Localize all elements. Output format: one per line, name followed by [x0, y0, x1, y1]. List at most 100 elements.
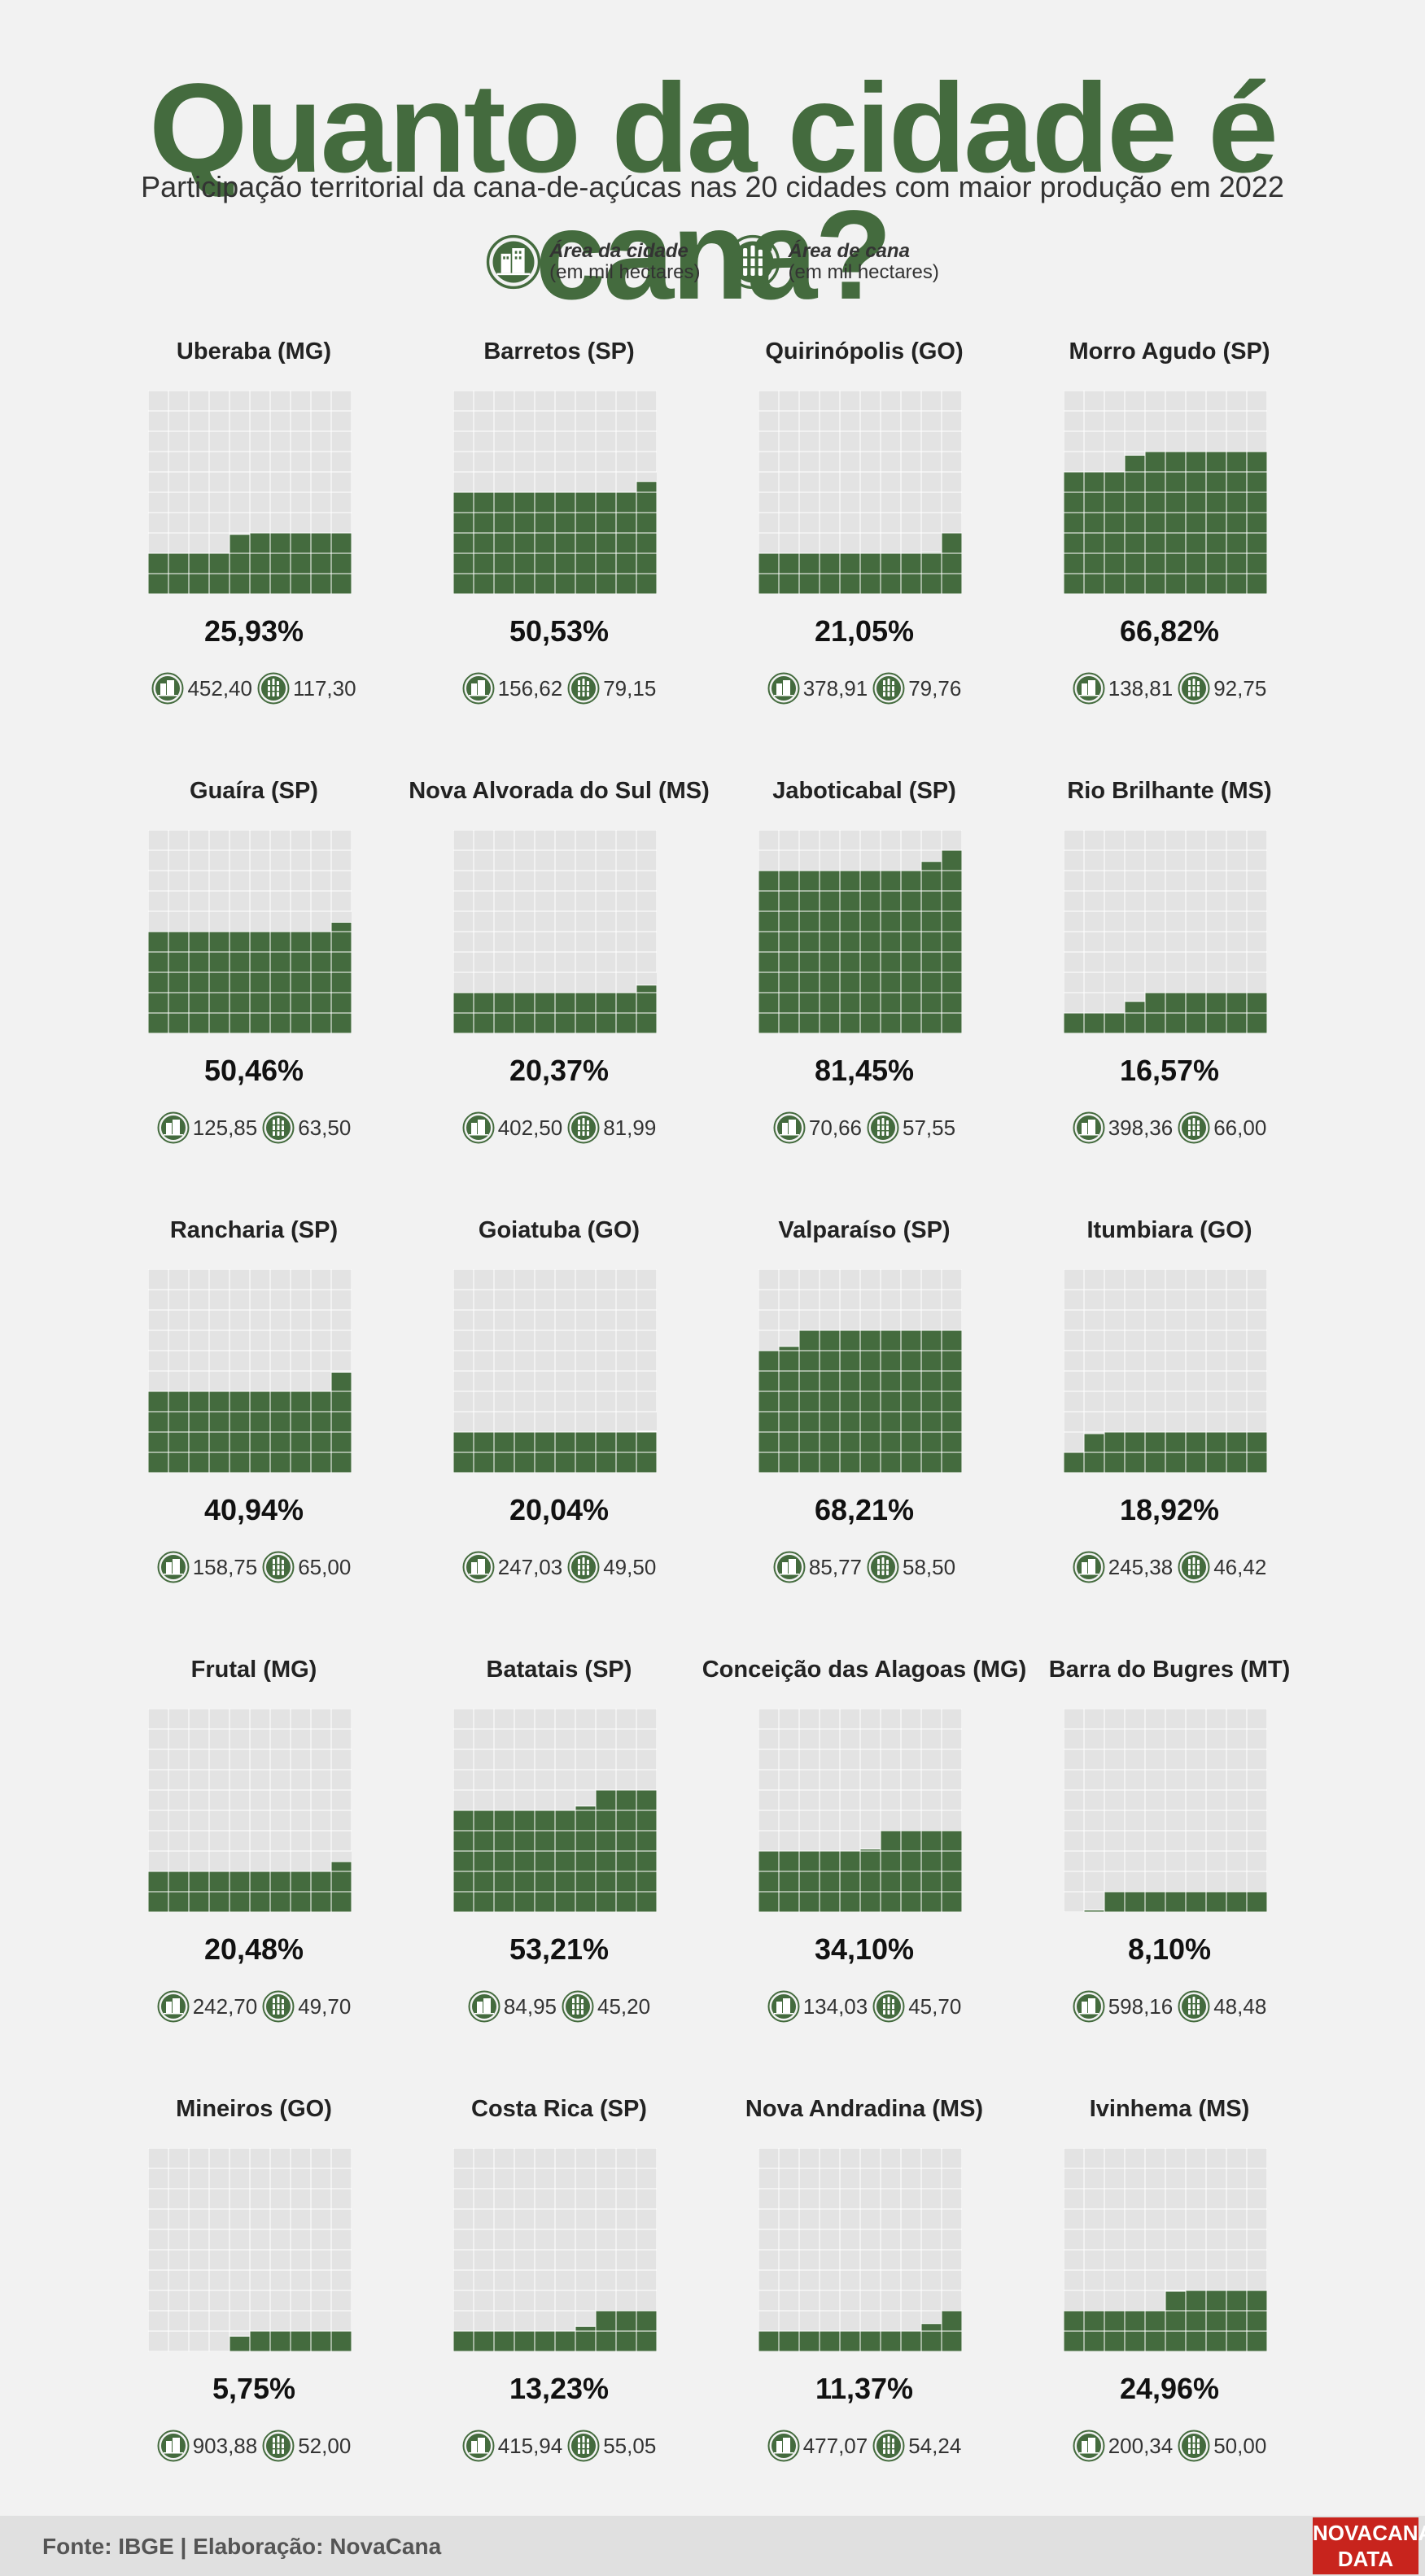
city-building-icon: [1073, 1551, 1105, 1583]
city-building-icon: [157, 1990, 190, 2023]
waffle-cell: [798, 552, 820, 574]
cane-area-value: 92,75: [1178, 672, 1266, 705]
waffle-cell: [798, 1431, 820, 1453]
waffle-cell: [554, 1012, 576, 1033]
sugarcane-icon: [1178, 1111, 1210, 1144]
waffle-cell: [269, 1012, 291, 1033]
waffle-cell: [819, 890, 841, 912]
waffle-cell: [168, 1411, 190, 1433]
sugarcane-icon: [257, 672, 290, 705]
waffle-cell: [514, 1431, 535, 1453]
waffle-cell: [188, 971, 210, 993]
sugarcane-icon: [262, 1990, 295, 2023]
waffle-cell: [1083, 1012, 1105, 1033]
waffle-cell: [819, 1891, 841, 1912]
waffle-cell: [900, 992, 922, 1014]
waffle-cell: [249, 532, 271, 554]
waffle-cell: [148, 1452, 169, 1473]
waffle-cell: [920, 910, 942, 932]
waffle-cell: [941, 1431, 962, 1453]
cane-area-value: 49,50: [567, 1551, 656, 1583]
waffle-cell: [493, 1810, 515, 1832]
waffle-cell: [900, 870, 922, 892]
waffle-cell: [148, 1871, 169, 1893]
area-values: 452,40 117,30: [83, 672, 425, 705]
waffle-cell: [534, 1891, 556, 1912]
waffle-cell: [1104, 2330, 1126, 2351]
waffle-cell: [859, 1871, 881, 1893]
waffle-cell: [880, 890, 902, 912]
waffle-cell: [819, 1871, 841, 1893]
waffle-cell: [148, 1891, 169, 1912]
waffle-cell: [920, 1411, 942, 1433]
waffle-cell: [758, 1431, 780, 1453]
waffle-cell: [839, 951, 861, 973]
cane-area-text: 55,05: [603, 2433, 657, 2458]
waffle-cell: [493, 1850, 515, 1872]
waffle-cell: [900, 1452, 922, 1473]
waffle-grid: [758, 391, 962, 594]
waffle-cell: [473, 573, 495, 594]
waffle-cell: [534, 532, 556, 554]
waffle-cell: [269, 1431, 291, 1453]
waffle-cell: [758, 1871, 780, 1893]
waffle-cell: [758, 1350, 780, 1372]
waffle-cell: [1144, 2330, 1166, 2351]
waffle-cell: [1144, 512, 1166, 534]
cane-area-text: 57,55: [903, 1115, 956, 1140]
cane-percentage: 8,10%: [1127, 1932, 1212, 1966]
waffle-cell: [310, 1391, 332, 1412]
city-building-icon: [157, 1551, 190, 1583]
city-panel: Frutal (MG) 20,48% 242,70 49,70: [83, 1658, 425, 2089]
city-name: Goiatuba (GO): [478, 1217, 640, 1243]
waffle-cell: [514, 532, 535, 554]
waffle-cell: [1083, 491, 1105, 513]
waffle-cell: [859, 890, 881, 912]
waffle-cell: [493, 573, 515, 594]
waffle-cell: [249, 573, 271, 594]
waffle-cell: [1165, 451, 1187, 473]
city-name: Mineiros (GO): [176, 2096, 332, 2122]
waffle-cell: [778, 1391, 800, 1412]
waffle-cell: [1165, 573, 1187, 594]
waffle-cell: [1144, 1891, 1166, 1912]
waffle-cell: [269, 532, 291, 554]
waffle-cell: [188, 1891, 210, 1912]
waffle-cell: [900, 951, 922, 973]
waffle-grid: [758, 2148, 962, 2351]
waffle-cell: [798, 890, 820, 912]
waffle-cell: [920, 2323, 942, 2332]
waffle-cell: [758, 890, 780, 912]
waffle-cell: [290, 931, 312, 953]
area-values: 415,94 55,05: [388, 2430, 730, 2462]
waffle-cell: [595, 491, 617, 513]
cane-area-value: 46,42: [1178, 1551, 1266, 1583]
waffle-cell: [900, 1370, 922, 1392]
waffle-cell: [1104, 2310, 1126, 2332]
waffle-cell: [900, 573, 922, 594]
waffle-cell: [615, 1431, 637, 1453]
sugarcane-icon: [262, 1551, 295, 1583]
city-area-text: 200,34: [1108, 2433, 1174, 2458]
waffle-cell: [310, 1452, 332, 1473]
cane-percentage: 53,21%: [509, 1932, 610, 1966]
waffle-grid: [148, 2148, 352, 2351]
waffle-cell: [615, 552, 637, 574]
waffle-cell: [859, 1350, 881, 1372]
waffle-cell: [839, 1329, 861, 1351]
waffle-cell: [473, 1431, 495, 1453]
legend: Área da cidade (em mil hectares) Área de…: [0, 234, 1425, 290]
cane-percentage: 66,82%: [1119, 614, 1220, 648]
city-name: Rio Brilhante (MS): [1067, 778, 1272, 804]
waffle-grid: [453, 2148, 657, 2351]
waffle-cell: [859, 1012, 881, 1033]
waffle-cell: [514, 992, 535, 1014]
waffle-cell: [595, 573, 617, 594]
waffle-cell: [493, 2330, 515, 2351]
city-building-icon: [462, 1551, 495, 1583]
sugarcane-icon: [567, 2430, 600, 2462]
waffle-cell: [636, 1431, 657, 1453]
waffle-cell: [575, 1805, 597, 1811]
cane-area-text: 54,24: [908, 2433, 962, 2458]
cane-area-value: 48,48: [1178, 1990, 1266, 2023]
